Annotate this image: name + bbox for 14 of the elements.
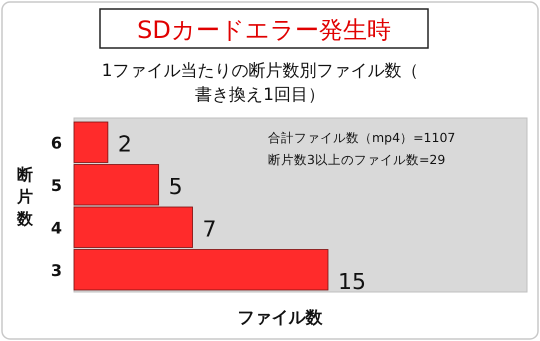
y-tick-label: 5 xyxy=(50,176,62,195)
y-tick-label: 4 xyxy=(50,218,62,238)
x-axis-title: ファイル数 xyxy=(238,308,324,328)
data-label: 15 xyxy=(338,270,366,295)
chart-title: SDカードエラー発生時 xyxy=(137,16,391,44)
chart-subtitle: 1ファイル当たりの断片数別ファイル数（書き換え1回目） xyxy=(102,61,418,105)
data-label: 5 xyxy=(168,174,183,200)
annotation: 断片数3以上のファイル数=29 xyxy=(268,152,446,167)
y-tick-label: 3 xyxy=(50,260,62,280)
y-axis-title: 断片数 xyxy=(16,165,34,228)
data-label: 2 xyxy=(118,132,132,158)
data-label: 7 xyxy=(202,217,217,242)
y-tick-label: 6 xyxy=(50,133,62,152)
annotation: 合計ファイル数（mp4）=1107 xyxy=(268,130,456,145)
